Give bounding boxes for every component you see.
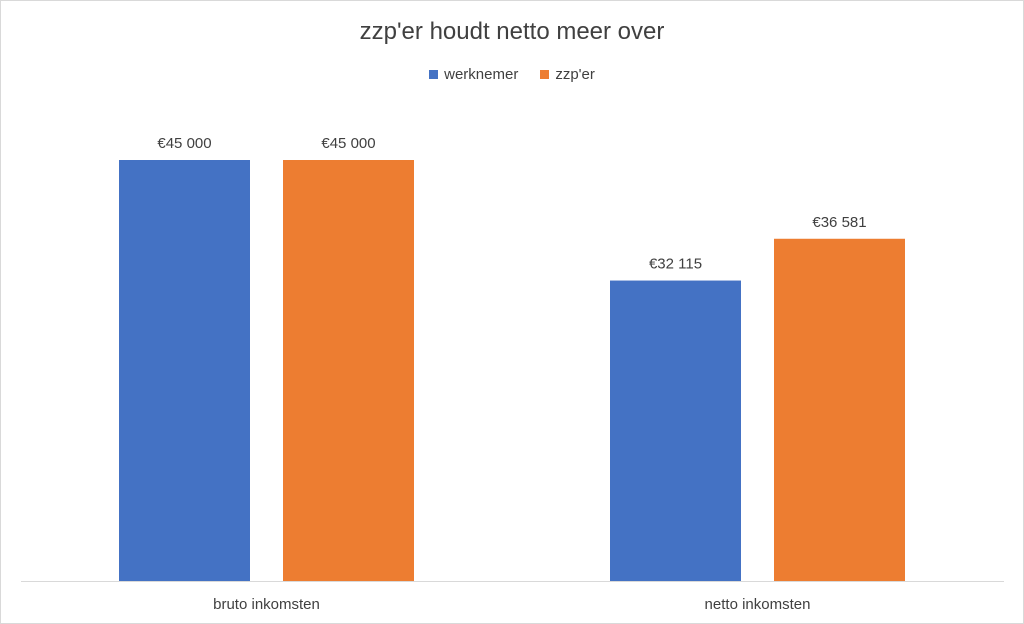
data-label-zzper-netto-inkomsten: €36 581	[812, 214, 866, 231]
bar-werknemer-bruto-inkomsten	[119, 160, 250, 581]
bar-zzper-netto-inkomsten	[774, 238, 905, 582]
data-label-zzper-bruto-inkomsten: €45 000	[321, 135, 375, 152]
bar-zzper-bruto-inkomsten	[283, 160, 414, 581]
bar-werknemer-netto-inkomsten	[610, 280, 741, 581]
category-label-netto-inkomsten: netto inkomsten	[705, 596, 811, 613]
legend-item-zzper: zzp'er	[540, 66, 595, 83]
data-label-werknemer-netto-inkomsten: €32 115	[649, 256, 702, 273]
data-label-werknemer-bruto-inkomsten: €45 000	[157, 135, 211, 152]
legend-label-werknemer: werknemer	[444, 66, 519, 83]
legend-label-zzper: zzp'er	[555, 66, 595, 83]
category-label-bruto-inkomsten: bruto inkomsten	[213, 596, 320, 613]
legend: werknemer zzp'er	[0, 66, 1024, 83]
legend-swatch-zzper	[540, 70, 550, 79]
legend-item-werknemer: werknemer	[429, 66, 518, 83]
legend-swatch-werknemer	[429, 70, 439, 79]
chart-title: zzp'er houdt netto meer over	[359, 18, 665, 45]
